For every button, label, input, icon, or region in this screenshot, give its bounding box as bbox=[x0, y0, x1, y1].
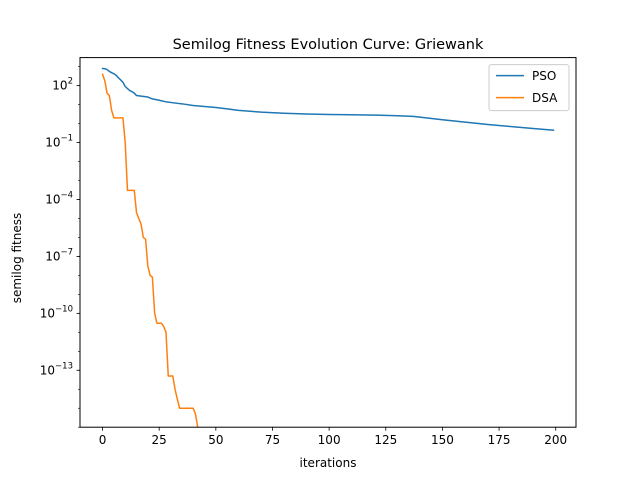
y-tick-label: 10−4 bbox=[45, 190, 73, 206]
y-tick-label: 102 bbox=[52, 77, 73, 93]
x-tick-label: 25 bbox=[152, 433, 167, 447]
series-line-dsa bbox=[101, 73, 199, 428]
y-tick-label: 10−7 bbox=[45, 247, 73, 263]
series-line-pso bbox=[101, 67, 555, 131]
plot-frame bbox=[79, 57, 577, 428]
y-tick-label: 10−13 bbox=[40, 361, 73, 377]
y-axis-label: semilog fitness bbox=[10, 213, 24, 304]
x-tick-label: 175 bbox=[488, 433, 511, 447]
legend-label-pso: PSO bbox=[532, 69, 556, 83]
x-tick-label: 150 bbox=[431, 433, 454, 447]
x-axis: 0 25 50 75 100 125 150 175 200 bbox=[99, 427, 567, 447]
y-tick-label: 10−1 bbox=[45, 134, 73, 150]
x-tick-label: 50 bbox=[208, 433, 223, 447]
x-tick-label: 75 bbox=[265, 433, 280, 447]
legend-label-dsa: DSA bbox=[532, 91, 558, 105]
x-tick-label: 125 bbox=[374, 433, 397, 447]
y-axis: 102 10−1 10−4 10−7 10−10 10−13 bbox=[40, 66, 80, 428]
x-tick-label: 100 bbox=[318, 433, 341, 447]
x-tick-label: 200 bbox=[544, 433, 567, 447]
y-tick-label: 10−10 bbox=[40, 304, 73, 320]
legend: PSO DSA bbox=[488, 64, 570, 112]
chart-title: Semilog Fitness Evolution Curve: Griewan… bbox=[173, 37, 484, 53]
x-tick-label: 0 bbox=[99, 433, 107, 447]
x-axis-label: iterations bbox=[300, 456, 357, 470]
series-layer bbox=[101, 67, 555, 428]
